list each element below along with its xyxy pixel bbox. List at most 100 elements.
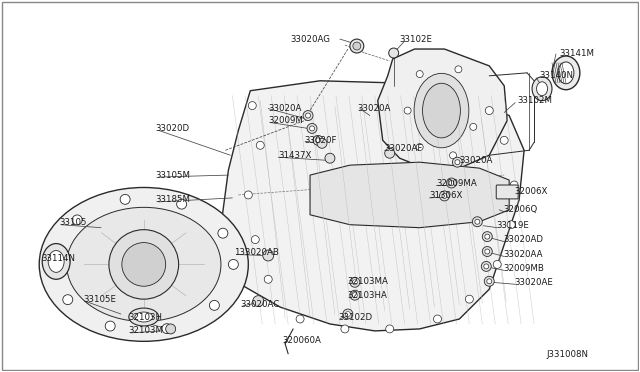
Circle shape <box>248 102 256 110</box>
Circle shape <box>353 280 357 285</box>
Circle shape <box>433 315 442 323</box>
FancyBboxPatch shape <box>3 2 637 370</box>
Text: 33102M: 33102M <box>517 96 552 105</box>
Circle shape <box>162 324 172 334</box>
Circle shape <box>442 193 447 198</box>
Circle shape <box>305 113 310 118</box>
Circle shape <box>49 254 60 264</box>
Circle shape <box>263 250 274 261</box>
Circle shape <box>177 199 187 209</box>
Circle shape <box>346 312 350 317</box>
Text: 32009MB: 32009MB <box>503 264 544 273</box>
Circle shape <box>465 295 474 303</box>
Circle shape <box>310 126 314 131</box>
Text: 32103MA: 32103MA <box>348 277 388 286</box>
Ellipse shape <box>536 82 547 96</box>
Text: 33020AD: 33020AD <box>503 235 543 244</box>
Circle shape <box>493 260 501 268</box>
Circle shape <box>475 219 480 224</box>
Circle shape <box>353 293 357 298</box>
Text: 33105: 33105 <box>59 218 86 227</box>
Ellipse shape <box>422 83 460 138</box>
Circle shape <box>500 137 508 144</box>
Ellipse shape <box>532 77 552 101</box>
Circle shape <box>484 276 494 286</box>
Circle shape <box>386 325 394 333</box>
Text: 32006Q: 32006Q <box>503 205 538 214</box>
Circle shape <box>416 144 423 151</box>
Text: 33020AF: 33020AF <box>385 144 423 153</box>
Circle shape <box>325 153 335 163</box>
Circle shape <box>470 124 477 130</box>
Circle shape <box>385 148 395 158</box>
Circle shape <box>484 249 490 254</box>
Polygon shape <box>378 49 507 170</box>
Circle shape <box>307 124 317 134</box>
Text: 33020AG: 33020AG <box>290 35 330 44</box>
Circle shape <box>484 264 489 269</box>
Circle shape <box>244 191 252 199</box>
Circle shape <box>317 138 327 148</box>
Circle shape <box>447 178 456 188</box>
Text: 32009MA: 32009MA <box>436 179 477 187</box>
Circle shape <box>416 71 423 77</box>
Circle shape <box>252 235 259 244</box>
Text: 33114N: 33114N <box>41 254 76 263</box>
Circle shape <box>350 39 364 53</box>
Circle shape <box>256 141 264 149</box>
Ellipse shape <box>39 187 248 341</box>
Circle shape <box>109 230 179 299</box>
Text: 31437X: 31437X <box>278 151 312 160</box>
Circle shape <box>316 138 321 143</box>
Circle shape <box>449 152 456 159</box>
Ellipse shape <box>552 56 580 90</box>
Text: 33020A: 33020A <box>358 104 391 113</box>
Circle shape <box>313 135 323 145</box>
Circle shape <box>404 107 411 114</box>
Text: 33102D: 33102D <box>338 312 372 321</box>
Text: 32103H: 32103H <box>129 312 163 321</box>
Ellipse shape <box>42 244 70 279</box>
Circle shape <box>303 110 313 121</box>
Text: 33141M: 33141M <box>559 48 594 58</box>
Circle shape <box>209 300 220 310</box>
Circle shape <box>63 295 73 305</box>
Circle shape <box>166 324 175 334</box>
Text: 33020AE: 33020AE <box>514 278 553 287</box>
Text: 33020D: 33020D <box>156 124 190 133</box>
Text: 32103M: 32103M <box>129 326 164 336</box>
Circle shape <box>228 259 238 269</box>
Circle shape <box>483 247 492 256</box>
Circle shape <box>455 160 460 165</box>
Circle shape <box>472 217 483 227</box>
Circle shape <box>350 277 360 287</box>
Text: 31306X: 31306X <box>429 192 463 201</box>
Text: 32006X: 32006X <box>514 187 548 196</box>
Text: J331008N: J331008N <box>547 350 589 359</box>
Text: 133020AB: 133020AB <box>234 248 279 257</box>
Text: 33020F: 33020F <box>304 136 337 145</box>
Circle shape <box>120 195 130 204</box>
Text: 33119E: 33119E <box>496 221 529 230</box>
Circle shape <box>122 243 166 286</box>
Circle shape <box>484 234 490 239</box>
Circle shape <box>452 157 462 167</box>
Text: 32009M: 32009M <box>268 116 303 125</box>
Text: 32103HA: 32103HA <box>348 291 388 300</box>
Text: 33020A: 33020A <box>460 156 493 165</box>
Text: 33185M: 33185M <box>156 195 191 204</box>
Ellipse shape <box>48 250 64 272</box>
Ellipse shape <box>414 73 469 148</box>
Text: 320060A: 320060A <box>282 336 321 345</box>
Circle shape <box>483 232 492 241</box>
Ellipse shape <box>67 207 221 321</box>
Circle shape <box>218 228 228 238</box>
Text: 33105M: 33105M <box>156 171 191 180</box>
Ellipse shape <box>129 308 159 326</box>
Circle shape <box>388 48 399 58</box>
Text: 33140N: 33140N <box>539 71 573 80</box>
Circle shape <box>487 279 492 284</box>
Circle shape <box>353 42 361 50</box>
Circle shape <box>341 325 349 333</box>
Text: 33020A: 33020A <box>268 104 301 113</box>
